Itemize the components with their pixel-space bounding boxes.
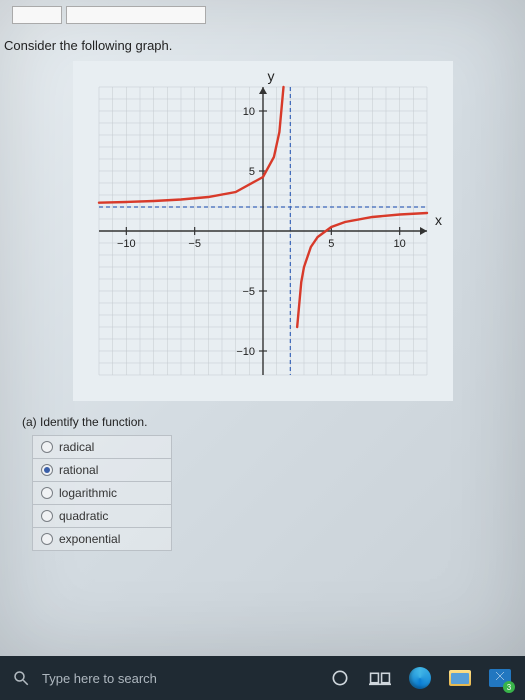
option-label: logarithmic (59, 486, 117, 500)
option-label: exponential (59, 532, 120, 546)
option-label: rational (59, 463, 98, 477)
chart-container: −10 −5 5 10 −10 −5 5 10 x y (4, 61, 521, 401)
svg-text:10: 10 (393, 238, 405, 250)
taskbar-tray: 3 (315, 667, 525, 689)
mail-badge: 3 (503, 681, 515, 693)
svg-text:10: 10 (242, 106, 254, 118)
search-icon (10, 667, 32, 689)
option-rational[interactable]: rational (33, 459, 171, 482)
question-content: Consider the following graph. −10−5510−1… (0, 34, 525, 656)
radio-icon[interactable] (41, 464, 53, 476)
svg-text:x: x (435, 212, 442, 228)
option-logarithmic[interactable]: logarithmic (33, 482, 171, 505)
subquestion-text: (a) Identify the function. (22, 415, 521, 429)
cortana-icon[interactable] (329, 667, 351, 689)
screen-area: Consider the following graph. −10−5510−1… (0, 0, 525, 656)
answer-options: radical rational logarithmic quadratic expon… (32, 435, 172, 551)
option-label: radical (59, 440, 94, 454)
option-radical[interactable]: radical (33, 436, 171, 459)
ui-box (66, 6, 206, 24)
task-view-icon[interactable] (369, 667, 391, 689)
option-quadratic[interactable]: quadratic (33, 505, 171, 528)
option-exponential[interactable]: exponential (33, 528, 171, 550)
file-explorer-icon[interactable] (449, 667, 471, 689)
prompt-text: Consider the following graph. (4, 38, 521, 53)
svg-text:y: y (267, 68, 274, 84)
window-chrome-fragment (4, 6, 521, 26)
search-placeholder: Type here to search (42, 671, 157, 686)
svg-text:5: 5 (248, 166, 254, 178)
radio-icon[interactable] (41, 487, 53, 499)
edge-icon[interactable] (409, 667, 431, 689)
mail-icon[interactable]: 3 (489, 667, 511, 689)
radio-icon[interactable] (41, 533, 53, 545)
svg-text:−10: −10 (236, 346, 255, 358)
svg-text:−10: −10 (116, 238, 135, 250)
ui-box (12, 6, 62, 24)
radio-icon[interactable] (41, 510, 53, 522)
function-graph: −10 −5 5 10 −10 −5 5 10 x y (73, 61, 453, 401)
option-label: quadratic (59, 509, 108, 523)
taskbar-search[interactable]: Type here to search (0, 667, 315, 689)
svg-text:−5: −5 (188, 238, 201, 250)
svg-text:5: 5 (328, 238, 334, 250)
svg-text:−5: −5 (242, 286, 255, 298)
radio-icon[interactable] (41, 441, 53, 453)
taskbar: Type here to search 3 (0, 656, 525, 700)
